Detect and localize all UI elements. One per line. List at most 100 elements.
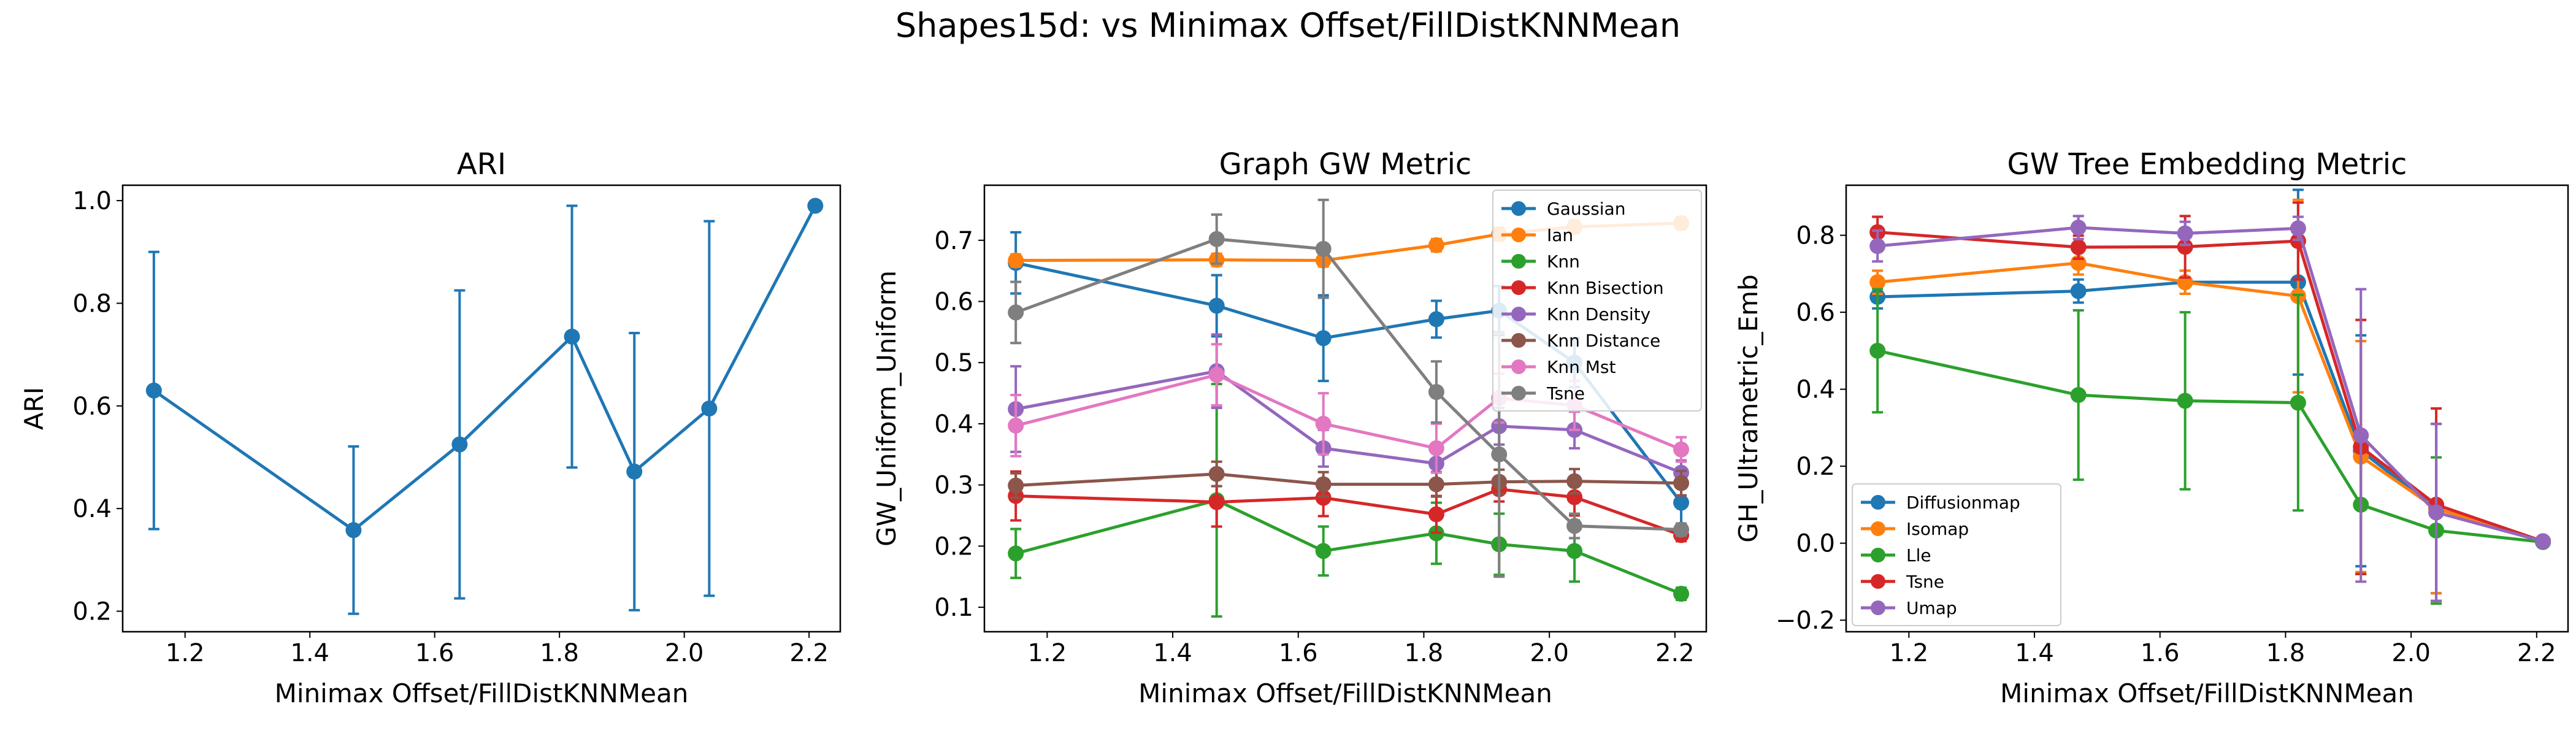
y-tick-label: 0.8 (72, 289, 112, 318)
data-point (1208, 367, 1225, 383)
y-tick-label: 0.6 (72, 393, 112, 421)
x-tick-label: 1.6 (1279, 639, 1318, 667)
data-point (2177, 393, 2193, 409)
data-point (701, 401, 718, 416)
figure-title: Shapes15d: vs Minimax Offset/FillDistKNN… (895, 6, 1681, 45)
y-tick-label: 0.7 (934, 227, 973, 255)
data-point (345, 522, 362, 539)
data-point (1673, 521, 1690, 538)
y-tick-label: 0.2 (72, 598, 112, 626)
data-point (145, 382, 162, 399)
x-tick-label: 1.6 (415, 639, 454, 667)
y-tick-label: 0.6 (934, 288, 973, 316)
axes-frame (121, 184, 841, 633)
y-tick-label: 0.0 (1796, 530, 1835, 558)
data-point (2070, 239, 2087, 256)
legend-marker (1511, 307, 1526, 321)
legend: Gaussian Ian Knn Knn Bisection Knn Density Kn… (1492, 190, 1702, 412)
legend-box (1852, 483, 2061, 626)
x-tick-label: 2.0 (2391, 639, 2431, 667)
data-point (1869, 342, 1886, 359)
y-tick-label: 0.4 (72, 495, 112, 523)
legend: Diffusionmap Isomap Lle Tsne Umap (1852, 483, 2061, 626)
x-tick-label: 2.0 (665, 639, 704, 667)
legend-marker (1511, 280, 1526, 295)
y-axis-label: GW_Uniform_Uniform (872, 270, 902, 546)
data-point (1315, 415, 1332, 432)
data-point (1008, 417, 1024, 434)
x-tick-label: 1.4 (1153, 639, 1192, 667)
data-point (1566, 518, 1583, 534)
legend-label: Isomap (1906, 519, 1969, 539)
x-tick-label: 1.4 (2015, 639, 2054, 667)
data-point (1208, 231, 1225, 247)
x-tick-label: 1.4 (290, 639, 329, 667)
data-point (1566, 473, 1583, 489)
data-point (1428, 237, 1444, 253)
y-tick-label: 0.1 (934, 594, 973, 622)
x-tick-label: 1.2 (1890, 639, 1929, 667)
y-tick-label: 0.4 (934, 410, 973, 439)
x-tick-label: 1.2 (1028, 639, 1067, 667)
x-axis-label: Minimax Offset/FillDistKNNMean (1138, 678, 1552, 708)
y-tick-label: 0.4 (1796, 376, 1835, 404)
data-point (2428, 504, 2445, 521)
y-axis-label: GH_Ultrametric_Emb (1733, 274, 1763, 542)
data-point (1566, 543, 1583, 559)
y-tick-label: 0.6 (1796, 299, 1835, 327)
data-point (2177, 225, 2193, 242)
legend-marker (1511, 359, 1526, 374)
data-point (2177, 239, 2193, 255)
x-tick-label: 1.8 (2266, 639, 2306, 667)
y-axis-label: ARI (19, 387, 49, 430)
data-point (1869, 238, 1886, 255)
x-tick-label: 2.2 (2517, 639, 2556, 667)
legend-label: Diffusionmap (1906, 493, 2020, 513)
data-point (1491, 446, 1508, 462)
y-tick-label: 0.2 (1796, 453, 1835, 481)
y-tick-label: 0.8 (1796, 222, 1835, 250)
x-tick-label: 2.2 (1655, 639, 1695, 667)
data-point (1673, 441, 1690, 458)
data-point (564, 328, 580, 345)
data-point (2290, 394, 2306, 411)
data-point (1428, 311, 1444, 328)
series-tsne (1008, 198, 1690, 578)
legend-marker (1871, 495, 1885, 510)
subplot-ari: ARI 1.2 1.4 1.6 1.8 2.0 2.2 0.2 0.4 0.6 0.8 1.0 Mini… (19, 147, 841, 708)
legend-marker (1511, 333, 1526, 348)
data-point (626, 463, 643, 480)
legend-marker (1871, 548, 1885, 562)
data-point (2070, 220, 2087, 236)
y-tick-label: −0.2 (1776, 607, 1835, 635)
legend-label: Knn Density (1547, 304, 1650, 324)
legend-label: Gaussian (1547, 199, 1625, 219)
legend-label: Knn (1547, 251, 1580, 272)
y-tick-label: 0.3 (934, 472, 973, 500)
legend-marker (1511, 386, 1526, 401)
data-point (1208, 494, 1225, 510)
axes-title: GW Tree Embedding Metric (2007, 147, 2407, 182)
legend-marker (1871, 600, 1885, 615)
data-point (1208, 297, 1225, 314)
axes-frame (1845, 184, 2569, 633)
series-umap (1869, 215, 2551, 602)
data-point (451, 436, 468, 453)
legend-marker (1511, 228, 1526, 242)
x-axis-label: Minimax Offset/FillDistKNNMean (2000, 678, 2414, 708)
x-axis-label: Minimax Offset/FillDistKNNMean (275, 678, 689, 708)
data-point (1008, 252, 1024, 269)
data-point (2290, 220, 2306, 237)
x-tick-label: 2.0 (1530, 639, 1569, 667)
data-point (2353, 427, 2369, 443)
subplot-graph-gw-metric: Graph GW Metric 1.2 1.4 1.6 1.8 2.0 2.2 0.1 0.2 0… (872, 147, 1708, 708)
legend-marker (1871, 574, 1885, 589)
data-point (1008, 304, 1024, 321)
x-tick-label: 1.6 (2141, 639, 2180, 667)
data-point (1673, 475, 1690, 491)
legend-marker (1871, 521, 1885, 536)
y-tick-label: 0.5 (934, 349, 973, 377)
data-point (1428, 476, 1444, 493)
data-point (1315, 330, 1332, 347)
